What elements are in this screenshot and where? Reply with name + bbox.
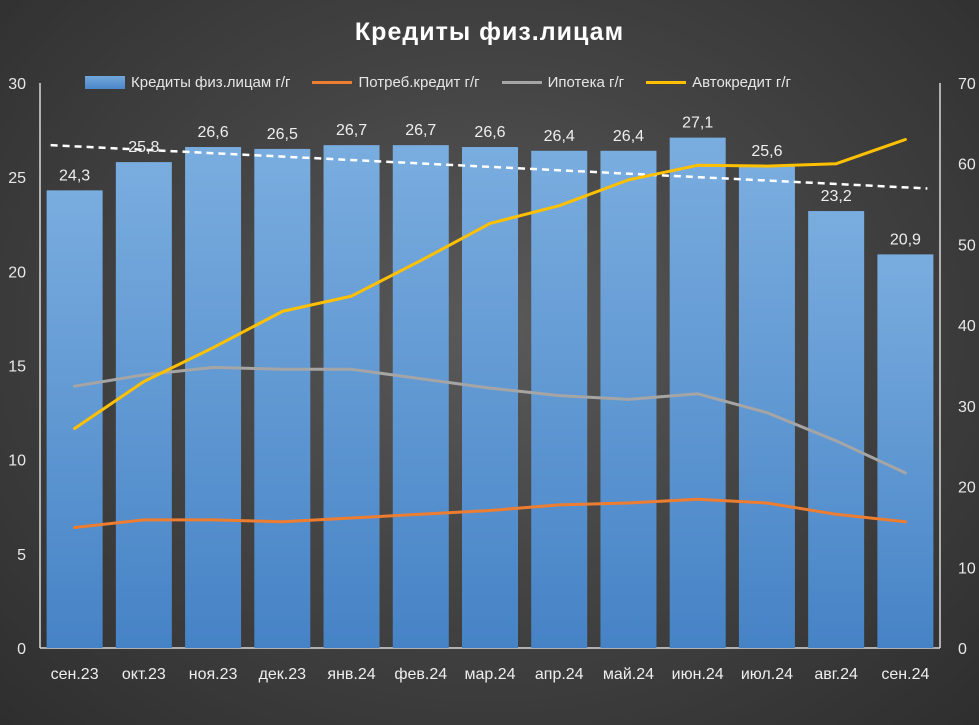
legend-item-mortgage: Ипотека г/г	[501, 74, 625, 91]
y-right-tick-label: 60	[958, 157, 976, 174]
legend-swatch-loans	[85, 76, 125, 89]
y-right-tick-label: 70	[958, 76, 976, 93]
x-tick-label: июл.24	[741, 666, 793, 683]
y-left-tick-label: 15	[8, 359, 26, 376]
x-tick-label: сен.23	[51, 666, 99, 683]
legend-swatch-consumer	[312, 81, 353, 84]
bar-data-label: 25,6	[751, 143, 782, 160]
legend-swatch-auto	[646, 81, 687, 84]
y-left-tick-label: 30	[8, 76, 26, 93]
x-tick-label: май.24	[603, 666, 654, 683]
x-tick-label: окт.23	[122, 666, 166, 683]
y-left-tick-label: 0	[17, 641, 26, 658]
legend-label-loans: Кредиты физ.лицам г/г	[131, 74, 291, 91]
bar	[115, 162, 172, 648]
y-right-tick-label: 50	[958, 237, 976, 254]
x-tick-label: ноя.23	[189, 666, 238, 683]
bar	[323, 145, 380, 648]
y-right-tick-label: 10	[958, 560, 976, 577]
bar-data-label: 26,4	[544, 128, 575, 145]
y-left-tick-label: 20	[8, 264, 26, 281]
bar	[46, 190, 103, 648]
legend-swatch-mortgage	[501, 81, 542, 84]
legend-item-loans: Кредиты физ.лицам г/г	[85, 74, 290, 91]
bar	[531, 150, 588, 649]
bar-data-label: 20,9	[890, 231, 921, 248]
bar-data-label: 26,7	[336, 122, 367, 139]
bar	[462, 147, 518, 649]
bar-data-label: 26,6	[198, 124, 229, 141]
bar-data-label: 24,3	[59, 167, 90, 184]
bar-data-label: 26,7	[405, 122, 436, 139]
bar	[392, 145, 449, 648]
bar	[808, 211, 865, 649]
y-right-tick-label: 40	[958, 318, 976, 335]
series-line-3	[73, 138, 907, 430]
legend-label-consumer: Потреб.кредит г/г	[358, 74, 480, 91]
bar	[185, 147, 242, 649]
y-right-tick-label: 30	[958, 399, 976, 416]
x-tick-label: июн.24	[672, 666, 724, 683]
y-left-tick-label: 5	[17, 547, 26, 564]
x-tick-label: мар.24	[464, 666, 515, 683]
legend-label-mortgage: Ипотека г/г	[547, 74, 625, 91]
series-line-1	[73, 497, 907, 529]
legend-item-consumer: Потреб.кредит г/г	[312, 74, 480, 91]
x-tick-label: дек.23	[259, 666, 307, 683]
bar-data-label: 26,4	[613, 128, 644, 145]
bar	[877, 254, 934, 648]
x-tick-label: фев.24	[394, 666, 447, 683]
y-left-tick-label: 25	[8, 170, 26, 187]
chart-title: Кредиты физ.лицам	[354, 18, 625, 46]
trendline	[50, 143, 928, 190]
x-tick-label: апр.24	[535, 666, 584, 683]
y-right-tick-label: 0	[958, 641, 967, 658]
x-tick-label: янв.24	[327, 666, 375, 683]
bar	[254, 148, 311, 648]
bar-data-label: 26,6	[474, 124, 505, 141]
bar-data-label: 26,5	[267, 126, 298, 143]
y-left-tick-label: 10	[8, 453, 26, 470]
legend-item-auto: Автокредит г/г	[646, 74, 791, 91]
legend-label-auto: Автокредит г/г	[692, 74, 791, 91]
bar-data-label: 25,8	[128, 139, 159, 156]
series-line-2	[73, 365, 907, 475]
x-tick-label: сен.24	[881, 666, 929, 683]
y-right-tick-label: 20	[958, 480, 976, 497]
x-tick-label: авг.24	[814, 666, 858, 683]
chart-legend: Кредиты физ.лицам г/г Потреб.кредит г/г …	[85, 74, 813, 91]
bar-data-label: 23,2	[821, 188, 852, 205]
bar-data-label: 27,1	[682, 115, 713, 132]
